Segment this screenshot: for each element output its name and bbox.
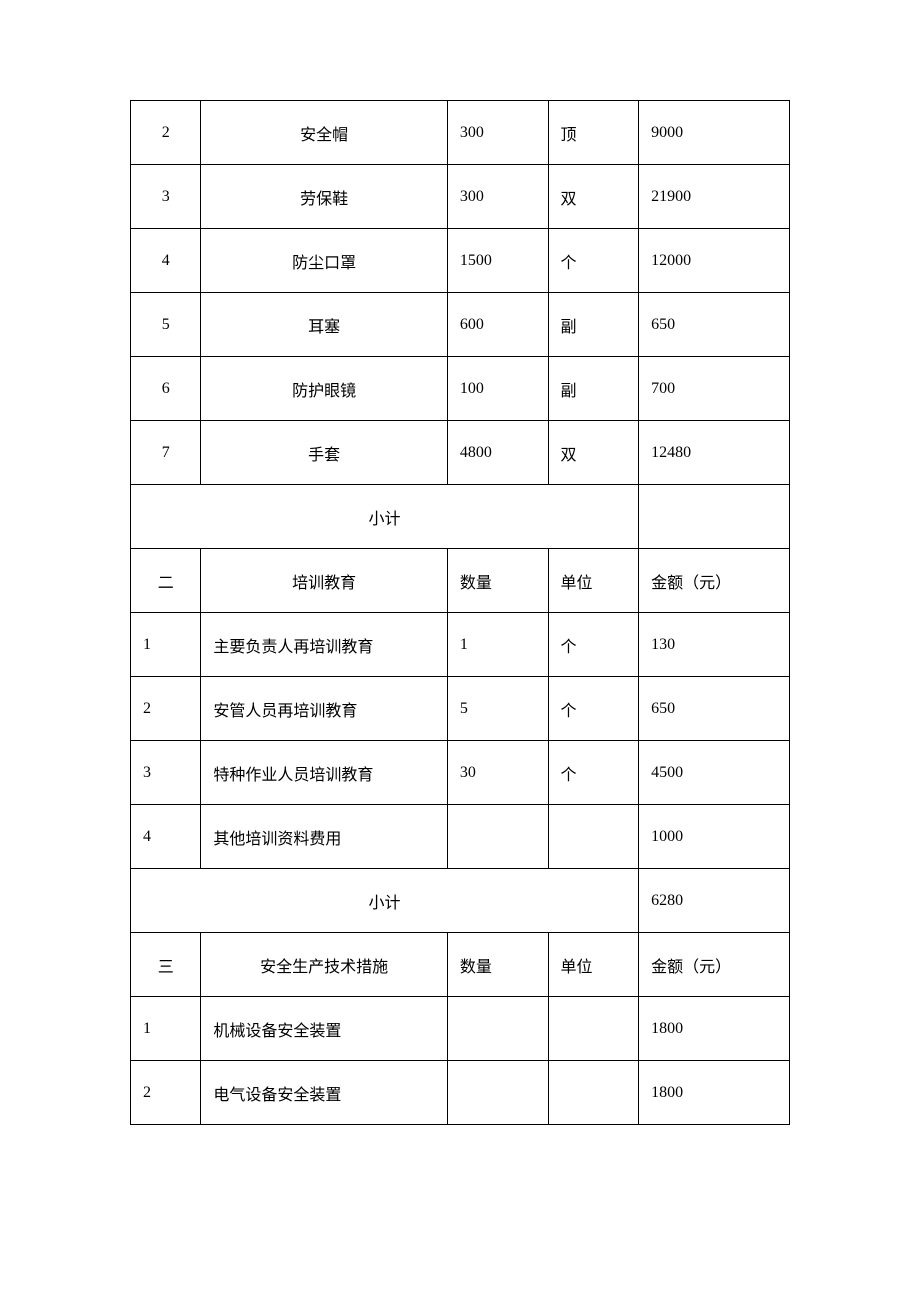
item-qty: 5 bbox=[447, 677, 548, 741]
row-number: 2 bbox=[131, 101, 201, 165]
table-row: 2 安全帽 300 顶 9000 bbox=[131, 101, 790, 165]
item-amount: 130 bbox=[639, 613, 790, 677]
item-qty bbox=[447, 805, 548, 869]
item-name: 耳塞 bbox=[201, 293, 447, 357]
item-unit bbox=[548, 805, 639, 869]
item-unit bbox=[548, 1061, 639, 1125]
table-row: 2 电气设备安全装置 1800 bbox=[131, 1061, 790, 1125]
table-row: 4 其他培训资料费用 1000 bbox=[131, 805, 790, 869]
header-unit: 单位 bbox=[548, 549, 639, 613]
table-row: 3 劳保鞋 300 双 21900 bbox=[131, 165, 790, 229]
row-number: 4 bbox=[131, 229, 201, 293]
row-number: 1 bbox=[131, 997, 201, 1061]
table-row: 2 安管人员再培训教育 5 个 650 bbox=[131, 677, 790, 741]
item-unit: 个 bbox=[548, 229, 639, 293]
section-title: 安全生产技术措施 bbox=[201, 933, 447, 997]
item-amount: 650 bbox=[639, 293, 790, 357]
header-qty: 数量 bbox=[447, 933, 548, 997]
section-header-row: 二 培训教育 数量 单位 金额（元） bbox=[131, 549, 790, 613]
row-number: 2 bbox=[131, 1061, 201, 1125]
table-row: 1 机械设备安全装置 1800 bbox=[131, 997, 790, 1061]
row-number: 4 bbox=[131, 805, 201, 869]
table-row: 5 耳塞 600 副 650 bbox=[131, 293, 790, 357]
subtotal-value bbox=[639, 485, 790, 549]
item-amount: 9000 bbox=[639, 101, 790, 165]
item-unit: 个 bbox=[548, 677, 639, 741]
item-amount: 4500 bbox=[639, 741, 790, 805]
item-qty: 4800 bbox=[447, 421, 548, 485]
item-amount: 650 bbox=[639, 677, 790, 741]
item-amount: 12000 bbox=[639, 229, 790, 293]
item-qty: 1500 bbox=[447, 229, 548, 293]
section-number: 三 bbox=[131, 933, 201, 997]
item-unit: 副 bbox=[548, 357, 639, 421]
item-qty: 300 bbox=[447, 101, 548, 165]
item-name: 安管人员再培训教育 bbox=[201, 677, 447, 741]
item-name: 其他培训资料费用 bbox=[201, 805, 447, 869]
item-qty: 100 bbox=[447, 357, 548, 421]
header-amount: 金额（元） bbox=[639, 549, 790, 613]
header-unit: 单位 bbox=[548, 933, 639, 997]
budget-table: 2 安全帽 300 顶 9000 3 劳保鞋 300 双 21900 4 防尘口… bbox=[130, 100, 790, 1125]
item-amount: 1000 bbox=[639, 805, 790, 869]
item-name: 机械设备安全装置 bbox=[201, 997, 447, 1061]
item-qty: 1 bbox=[447, 613, 548, 677]
subtotal-row: 小计 bbox=[131, 485, 790, 549]
item-unit bbox=[548, 997, 639, 1061]
item-name: 电气设备安全装置 bbox=[201, 1061, 447, 1125]
table-row: 7 手套 4800 双 12480 bbox=[131, 421, 790, 485]
subtotal-label: 小计 bbox=[131, 485, 639, 549]
item-qty: 300 bbox=[447, 165, 548, 229]
item-unit: 双 bbox=[548, 421, 639, 485]
header-amount: 金额（元） bbox=[639, 933, 790, 997]
row-number: 7 bbox=[131, 421, 201, 485]
subtotal-row: 小计 6280 bbox=[131, 869, 790, 933]
item-unit: 个 bbox=[548, 613, 639, 677]
item-name: 防尘口罩 bbox=[201, 229, 447, 293]
row-number: 6 bbox=[131, 357, 201, 421]
item-name: 特种作业人员培训教育 bbox=[201, 741, 447, 805]
table-row: 4 防尘口罩 1500 个 12000 bbox=[131, 229, 790, 293]
row-number: 2 bbox=[131, 677, 201, 741]
subtotal-value: 6280 bbox=[639, 869, 790, 933]
table-row: 6 防护眼镜 100 副 700 bbox=[131, 357, 790, 421]
item-name: 主要负责人再培训教育 bbox=[201, 613, 447, 677]
item-name: 手套 bbox=[201, 421, 447, 485]
row-number: 3 bbox=[131, 741, 201, 805]
item-unit: 副 bbox=[548, 293, 639, 357]
table-row: 1 主要负责人再培训教育 1 个 130 bbox=[131, 613, 790, 677]
item-amount: 1800 bbox=[639, 997, 790, 1061]
item-unit: 个 bbox=[548, 741, 639, 805]
section-header-row: 三 安全生产技术措施 数量 单位 金额（元） bbox=[131, 933, 790, 997]
subtotal-label: 小计 bbox=[131, 869, 639, 933]
item-qty: 600 bbox=[447, 293, 548, 357]
item-name: 劳保鞋 bbox=[201, 165, 447, 229]
row-number: 1 bbox=[131, 613, 201, 677]
section-number: 二 bbox=[131, 549, 201, 613]
item-amount: 700 bbox=[639, 357, 790, 421]
document-page: 2 安全帽 300 顶 9000 3 劳保鞋 300 双 21900 4 防尘口… bbox=[0, 0, 920, 1225]
item-qty: 30 bbox=[447, 741, 548, 805]
row-number: 5 bbox=[131, 293, 201, 357]
header-qty: 数量 bbox=[447, 549, 548, 613]
item-amount: 21900 bbox=[639, 165, 790, 229]
item-qty bbox=[447, 997, 548, 1061]
item-amount: 1800 bbox=[639, 1061, 790, 1125]
item-unit: 双 bbox=[548, 165, 639, 229]
item-name: 安全帽 bbox=[201, 101, 447, 165]
item-unit: 顶 bbox=[548, 101, 639, 165]
row-number: 3 bbox=[131, 165, 201, 229]
item-amount: 12480 bbox=[639, 421, 790, 485]
item-qty bbox=[447, 1061, 548, 1125]
item-name: 防护眼镜 bbox=[201, 357, 447, 421]
section-title: 培训教育 bbox=[201, 549, 447, 613]
table-row: 3 特种作业人员培训教育 30 个 4500 bbox=[131, 741, 790, 805]
